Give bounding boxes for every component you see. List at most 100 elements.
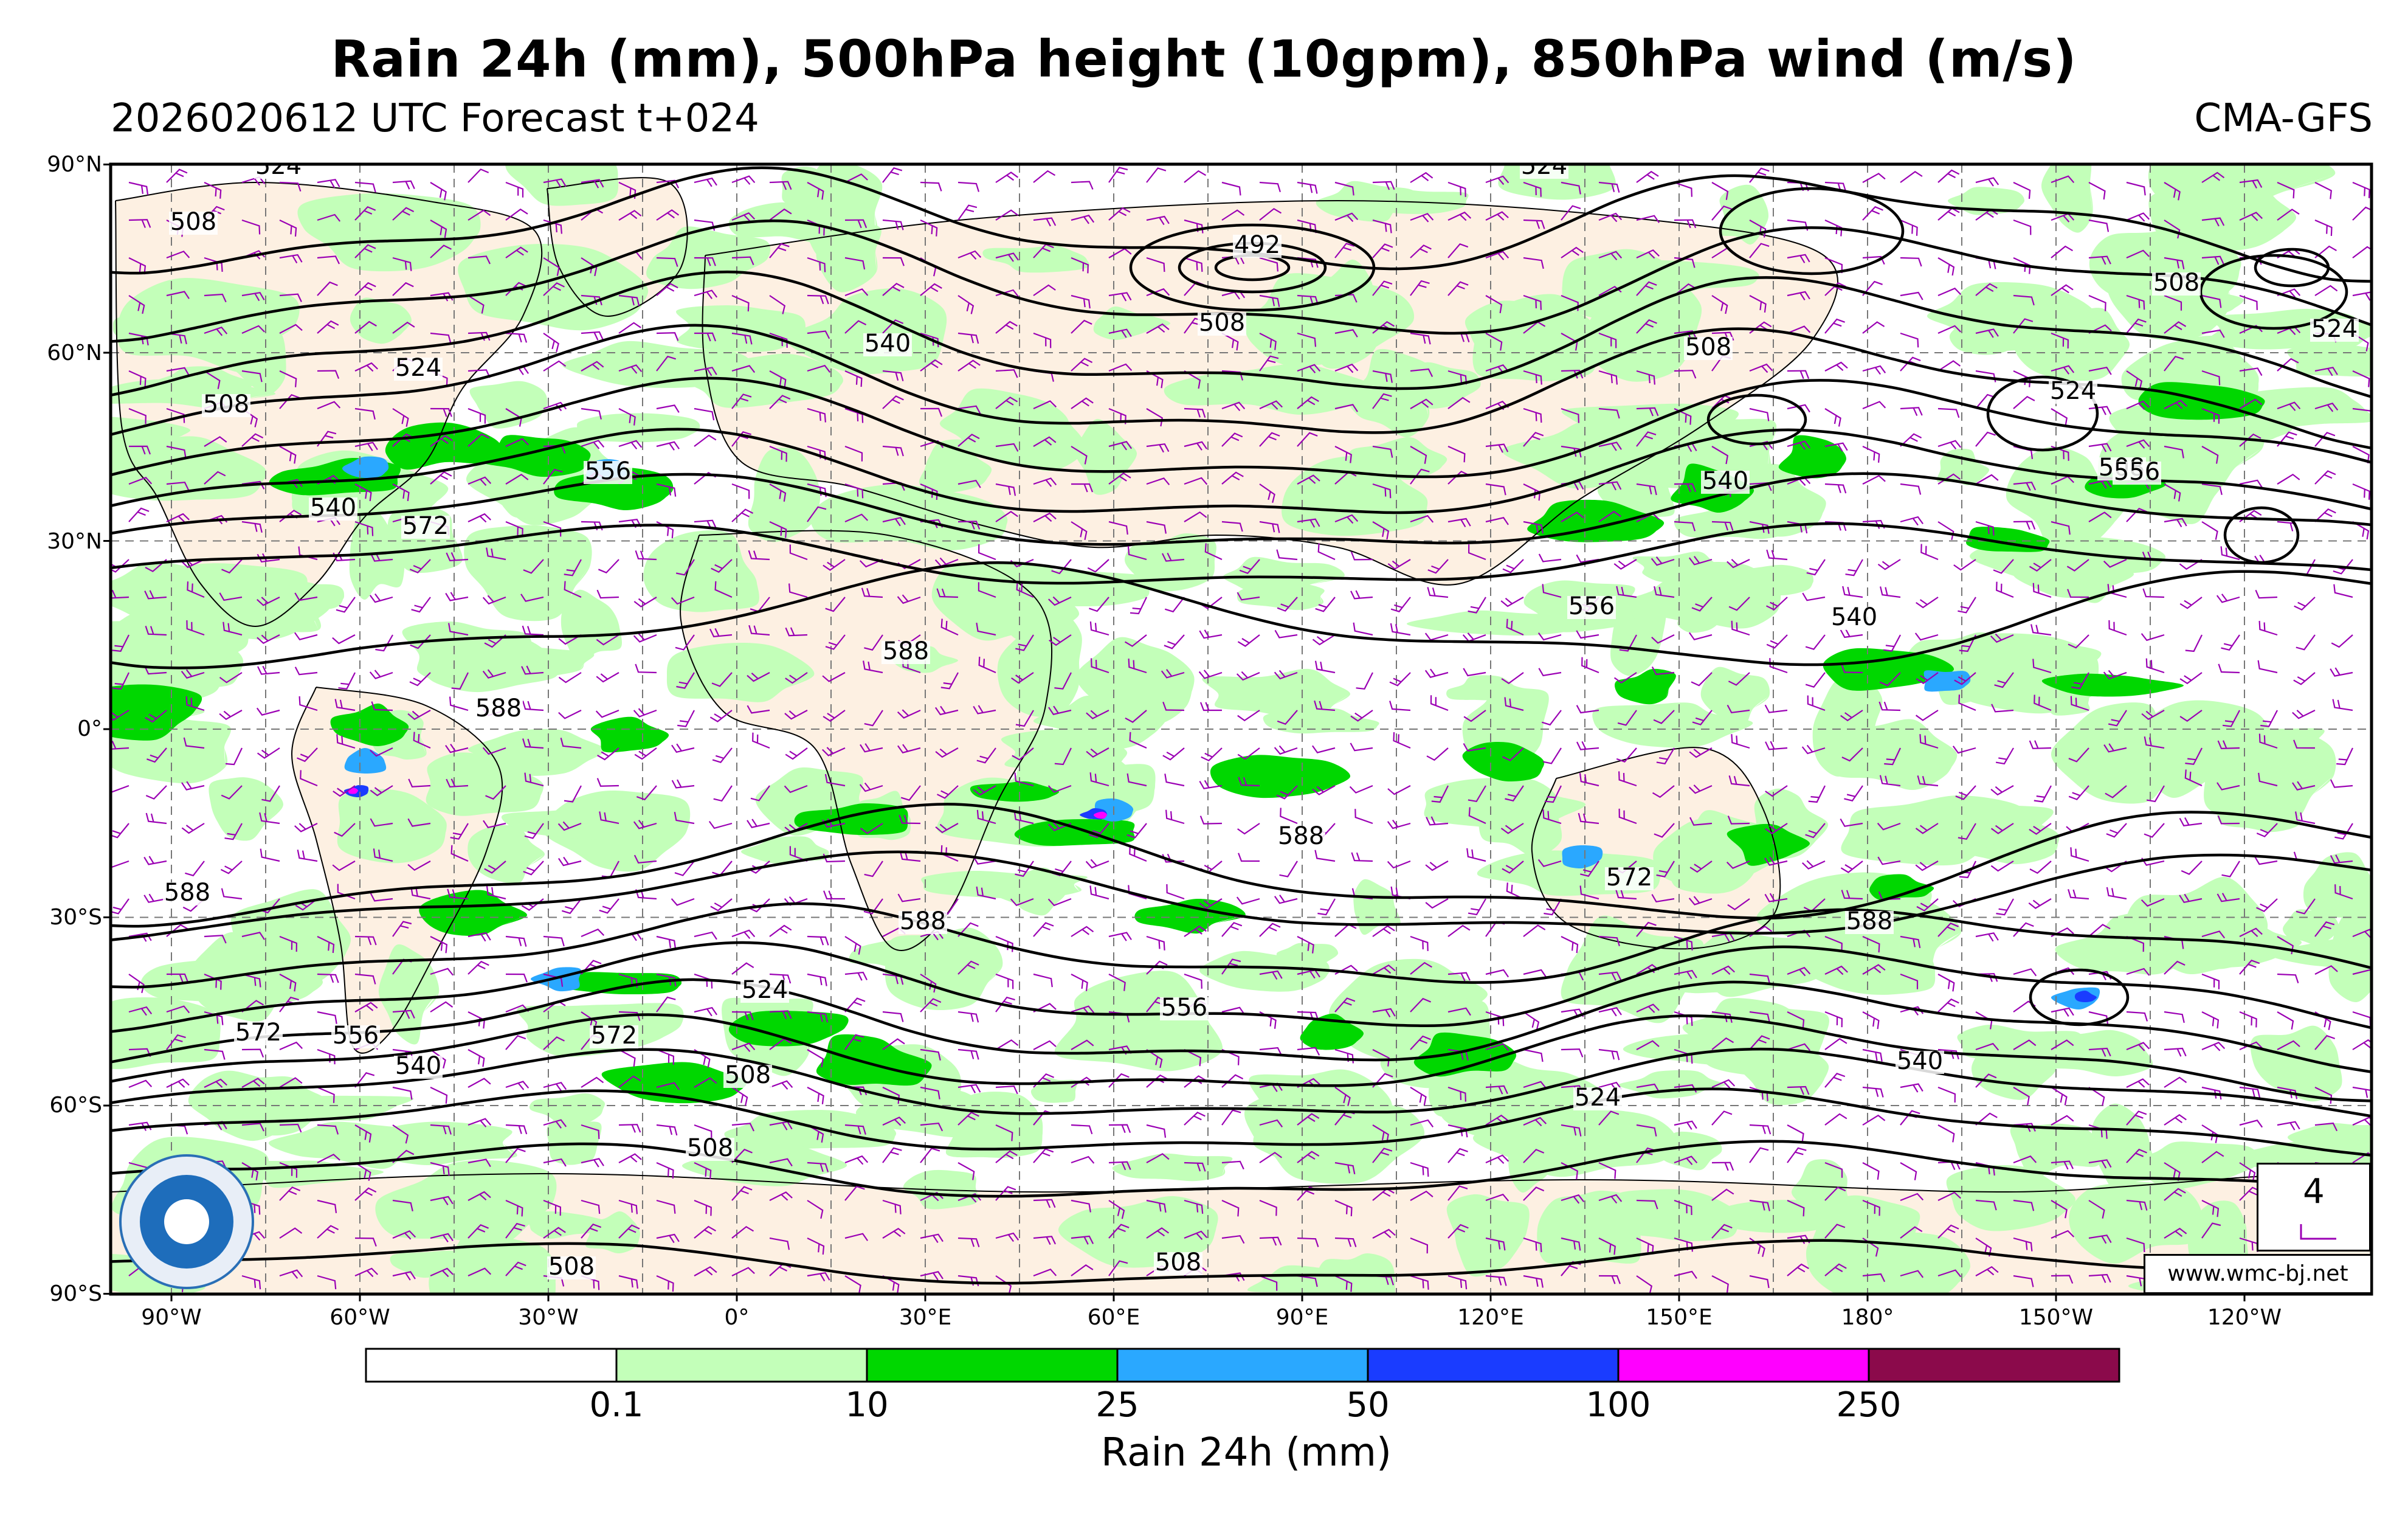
wind-barb [1485,1237,1506,1251]
wind-barb [1334,404,1358,412]
wind-barb [166,251,190,259]
wind-barb [1047,784,1072,793]
wind-barb [882,1087,900,1104]
wind-barb [543,468,563,485]
rain-area [1592,702,1753,748]
wind-barb [1561,1048,1584,1058]
wind-barb [2013,294,2035,306]
wind-barb [354,441,378,451]
wind-barb [1297,364,1321,373]
wind-barb [1727,704,1750,713]
wind-barb [543,1227,566,1239]
wind-barb [1959,634,1976,653]
wind-barb [1463,668,1486,677]
rain-area [1537,1190,1641,1264]
wind-barb [995,996,1015,1013]
wind-barb [279,1041,303,1051]
wind-barb [2201,329,2225,338]
wind-barb [1033,284,1056,296]
wind-barb [2239,960,2260,975]
wind-barb [2088,924,2111,937]
wind-barb [1089,597,1109,612]
wind-barb [1485,333,1503,351]
wind-barb [147,747,167,763]
rain-area [2074,990,2097,1002]
wind-barb [1334,212,1359,223]
cma-logo [119,1154,254,1289]
wind-barb [204,935,227,944]
wind-barb [656,996,676,1013]
contour-label-bg [1573,1087,1622,1110]
wind-barb [143,893,167,903]
rain-area [1562,845,1603,869]
wind-barb [204,1078,227,1088]
wind-barb [1447,518,1471,528]
wind-barb [807,1011,829,1023]
wind-barb [1505,785,1524,802]
wind-barb [2217,782,2240,791]
wind-barb [2126,1237,2145,1253]
wind-barb [2179,672,2203,685]
wind-barb [2106,887,2127,900]
contour-label-bg [1845,911,1894,934]
wind-barb [2218,663,2240,674]
wind-barb [1652,785,1675,798]
wind-barb [1393,732,1411,749]
height-contour [111,1047,2372,1118]
wind-barb [467,1118,492,1127]
wind-barb [1749,973,1771,985]
wind-barb [564,559,582,576]
wind-barb [1297,936,1314,954]
wind-barb [1410,446,1427,464]
contour-label: 572 [402,512,449,540]
wind-barb [1523,1237,1542,1253]
wind-barb [844,1275,861,1294]
wind-barb [145,626,167,636]
wind-barb [1447,211,1472,221]
wind-barb [430,1162,450,1176]
model-name: CMA-GFS [2194,96,2373,141]
wind-barb [1463,743,1486,752]
wind-barb [1689,747,1713,758]
wind-barb [317,320,339,334]
rain-area [2282,909,2339,946]
wind-barb [354,181,376,193]
wind-barb [1221,1006,1246,1015]
wind-barb [882,167,903,183]
wind-barb [957,332,979,344]
wind-barb [2068,785,2089,800]
wind-barb [1538,553,1562,563]
contour-label-bg [1684,337,1733,360]
rain-area [380,1121,517,1166]
wind-barb [1146,1153,1170,1163]
wind-barb [1636,281,1657,296]
wind-barb [2201,973,2220,989]
wind-barb [2239,927,2263,937]
wind-barb [2314,219,2333,236]
wind-barb [1711,446,1729,465]
wind-barb [1937,287,1962,297]
wind-barb [204,1011,224,1025]
wind-barb [995,1085,1018,1095]
wind-barb [558,634,582,645]
wind-barb [2051,284,2074,296]
contour-label: 556 [585,457,631,485]
wind-barb [731,483,750,499]
wind-barb [241,219,261,235]
wind-barb [1692,710,1713,725]
wind-barb [671,779,695,789]
wind-reference-legend: 4 [2257,1163,2371,1252]
wind-barb [1616,586,1637,598]
wind-barb [1297,1113,1320,1126]
wind-barb [897,709,921,719]
wind-barb [241,370,263,383]
wind-barb [1297,1275,1318,1287]
wind-barb [1108,167,1128,183]
wind-barb [731,175,756,185]
wind-barb [261,785,280,802]
wind-barb [317,1275,337,1290]
wind-barb [520,594,544,602]
wind-barb [1576,741,1599,750]
height-contour [111,472,2372,546]
wind-barb [957,521,981,530]
